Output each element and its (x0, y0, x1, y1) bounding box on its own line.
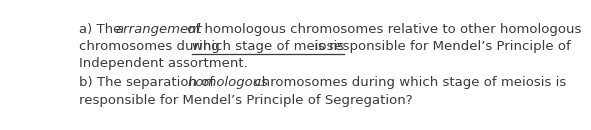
Text: arrangement: arrangement (115, 23, 202, 36)
Text: which stage of meiosis: which stage of meiosis (191, 40, 344, 53)
Text: b) The separation of: b) The separation of (79, 76, 219, 89)
Text: a) The: a) The (79, 23, 126, 36)
Text: Independent assortment.: Independent assortment. (79, 57, 248, 70)
Text: of homologous chromosomes relative to other homologous: of homologous chromosomes relative to ot… (183, 23, 581, 36)
Text: chromosomes during: chromosomes during (79, 40, 225, 53)
Text: chromosomes during which stage of meiosis is: chromosomes during which stage of meiosi… (250, 76, 566, 89)
Text: responsible for Mendel’s Principle of Segregation?: responsible for Mendel’s Principle of Se… (79, 94, 413, 107)
Text: homologous: homologous (187, 76, 268, 89)
Text: is responsible for Mendel’s Principle of: is responsible for Mendel’s Principle of (310, 40, 570, 53)
